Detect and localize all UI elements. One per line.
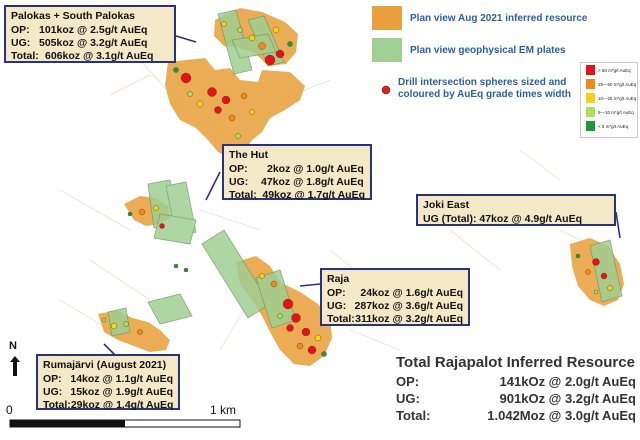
legend-drill-sphere	[381, 85, 391, 95]
row-value: 311koz @ 3.2g/t AuEq	[355, 313, 463, 325]
grade-scale-row: 10—25 m*g/t AuEq	[581, 91, 637, 105]
row-label: OP:	[327, 287, 346, 299]
legend-em-swatch	[372, 38, 402, 62]
grade-label: < 5 m*g/t AuEq	[598, 123, 629, 129]
em-plate-palokas-3	[231, 33, 277, 59]
grade-label: > 50 m*g/t AuEq	[598, 67, 631, 73]
legend-inferred-label: Plan view Aug 2021 inferred resource	[410, 13, 588, 24]
row-value: 14koz @ 1.1g/t AuEq	[70, 373, 173, 385]
scale-end-label: 1 km	[210, 403, 237, 417]
legend-drill-label: Drill intersection spheres sized and col…	[398, 77, 571, 100]
row-value: 47koz @ 1.8g/t AuEq	[261, 176, 364, 188]
callout-title: The Hut	[229, 149, 269, 161]
callout-row: UG: 505koz @ 3.2g/t AuEq	[11, 37, 169, 50]
row-value: 49koz @ 1.7g/t AuEq	[262, 189, 365, 201]
callout-row: OP: 24koz @ 1.6g/t AuEq	[327, 287, 463, 300]
callout-row: UG (Total): 47koz @ 4.9g/t AuEq	[423, 213, 609, 226]
callout-joki-east: Joki East UG (Total): 47koz @ 4.9g/t AuE…	[416, 194, 616, 226]
em-plate-joki-1	[589, 239, 623, 303]
row-label: OP:	[11, 24, 30, 36]
row-value: 2koz @ 1.0g/t AuEq	[267, 163, 364, 175]
callout-title: Palokas + South Palokas	[11, 10, 136, 22]
row-label: UG:	[43, 386, 63, 398]
grade-swatch	[586, 107, 595, 117]
grade-label: 25—50 m*g/t AuEq	[598, 81, 637, 87]
scale-bar	[9, 419, 241, 428]
total-row-label: Total:	[396, 408, 431, 423]
palokas-resource	[165, 58, 305, 158]
em-plate-rumajarvi-1	[147, 293, 193, 325]
callout-row: OP: 101koz @ 2.5g/t AuEq	[11, 24, 169, 37]
row-value: 29koz @ 1.4g/t AuEq	[70, 399, 174, 411]
row-value: UG (Total): 47koz @ 4.9g/t AuEq	[423, 213, 582, 225]
row-value: 505koz @ 3.2g/t AuEq	[39, 37, 148, 49]
callout-row: UG: 15koz @ 1.9g/t AuEq	[43, 386, 173, 399]
grade-scale-row: < 5 m*g/t AuEq	[581, 119, 637, 133]
callout-row: OP: 2koz @ 1.0g/t AuEq	[229, 163, 365, 176]
row-value: 101koz @ 2.5g/t AuEq	[39, 24, 148, 36]
grade-scale-legend: > 50 m*g/t AuEq 25—50 m*g/t AuEq 10—25 m…	[580, 62, 638, 138]
callout-title: Rumajärvi (August 2021)	[43, 359, 167, 371]
grade-scale-row: > 50 m*g/t AuEq	[581, 63, 637, 77]
total-resource-title: Total Rajapalot Inferred Resource	[396, 354, 635, 371]
row-label: Total:	[327, 313, 355, 325]
callout-row: Total: 606koz @ 3.1g/t AuEq	[11, 50, 169, 63]
total-row: OP: 141kOz @ 2.0g/t AuEq	[396, 373, 636, 390]
row-label: Total:	[11, 50, 39, 62]
drill-spheres	[101, 21, 613, 357]
callout-row: Total: 29koz @ 1.4g/t AuEq	[43, 399, 173, 412]
row-value: 287koz @ 3.6g/t AuEq	[354, 300, 463, 312]
row-label: OP:	[229, 163, 248, 175]
row-value: 15koz @ 1.9g/t AuEq	[70, 386, 173, 398]
total-row-value: 1.042Moz @ 3.0g/t AuEq	[487, 408, 636, 423]
total-row: Total: 1.042Moz @ 3.0g/t AuEq	[396, 407, 636, 424]
grade-scale-row: 5—10 m*g/t AuEq	[581, 105, 637, 119]
grade-swatch	[586, 93, 595, 103]
callout-palokas: Palokas + South Palokas OP: 101koz @ 2.5g…	[4, 5, 176, 63]
callout-rumajarvi: Rumajärvi (August 2021) OP: 14koz @ 1.1g/…	[36, 354, 180, 412]
grade-swatch	[586, 121, 595, 131]
row-label: Total:	[43, 399, 71, 411]
grade-scale-row: 25—50 m*g/t AuEq	[581, 77, 637, 91]
callout-the-hut: The Hut OP: 2koz @ 1.0g/t AuEq UG: 47koz @…	[222, 144, 372, 202]
total-row-label: UG:	[396, 391, 420, 406]
north-arrow	[10, 356, 20, 376]
row-label: Total:	[229, 189, 257, 201]
total-resource-panel: Total Rajapalot Inferred Resource OP: 141…	[396, 354, 636, 424]
callout-row: Total: 311koz @ 3.2g/t AuEq	[327, 313, 463, 326]
callout-title: Raja	[327, 273, 350, 285]
total-row-label: OP:	[396, 374, 420, 389]
em-plates	[107, 9, 623, 337]
row-label: OP:	[43, 373, 62, 385]
north-label: N	[9, 340, 17, 352]
total-row-value: 901kOz @ 3.2g/t AuEq	[499, 391, 636, 406]
callout-raja: Raja OP: 24koz @ 1.6g/t AuEq UG: 287koz @ …	[320, 268, 470, 326]
row-label: UG:	[11, 37, 31, 49]
row-value: 24koz @ 1.6g/t AuEq	[360, 287, 463, 299]
legend-inferred-swatch	[372, 6, 402, 30]
callout-row: UG: 287koz @ 3.6g/t AuEq	[327, 300, 463, 313]
scale-start-label: 0	[6, 403, 13, 417]
callout-row: Total: 49koz @ 1.7g/t AuEq	[229, 189, 365, 202]
legend-swatches	[372, 6, 402, 95]
callout-row: UG: 47koz @ 1.8g/t AuEq	[229, 176, 365, 189]
row-value: 606koz @ 3.1g/t AuEq	[45, 50, 154, 62]
grade-label: 10—25 m*g/t AuEq	[598, 95, 637, 101]
total-row-value: 141kOz @ 2.0g/t AuEq	[499, 374, 636, 389]
grade-swatch	[586, 79, 595, 89]
total-row: UG: 901kOz @ 3.2g/t AuEq	[396, 390, 636, 407]
callout-row: OP: 14koz @ 1.1g/t AuEq	[43, 373, 173, 386]
em-plate-hut-3	[153, 213, 197, 245]
legend-em-label: Plan view geophysical EM plates	[410, 45, 566, 56]
callout-title: Joki East	[423, 199, 470, 211]
row-label: UG:	[327, 300, 347, 312]
grade-label: 5—10 m*g/t AuEq	[598, 109, 634, 115]
grade-swatch	[586, 65, 595, 75]
row-label: UG:	[229, 176, 249, 188]
